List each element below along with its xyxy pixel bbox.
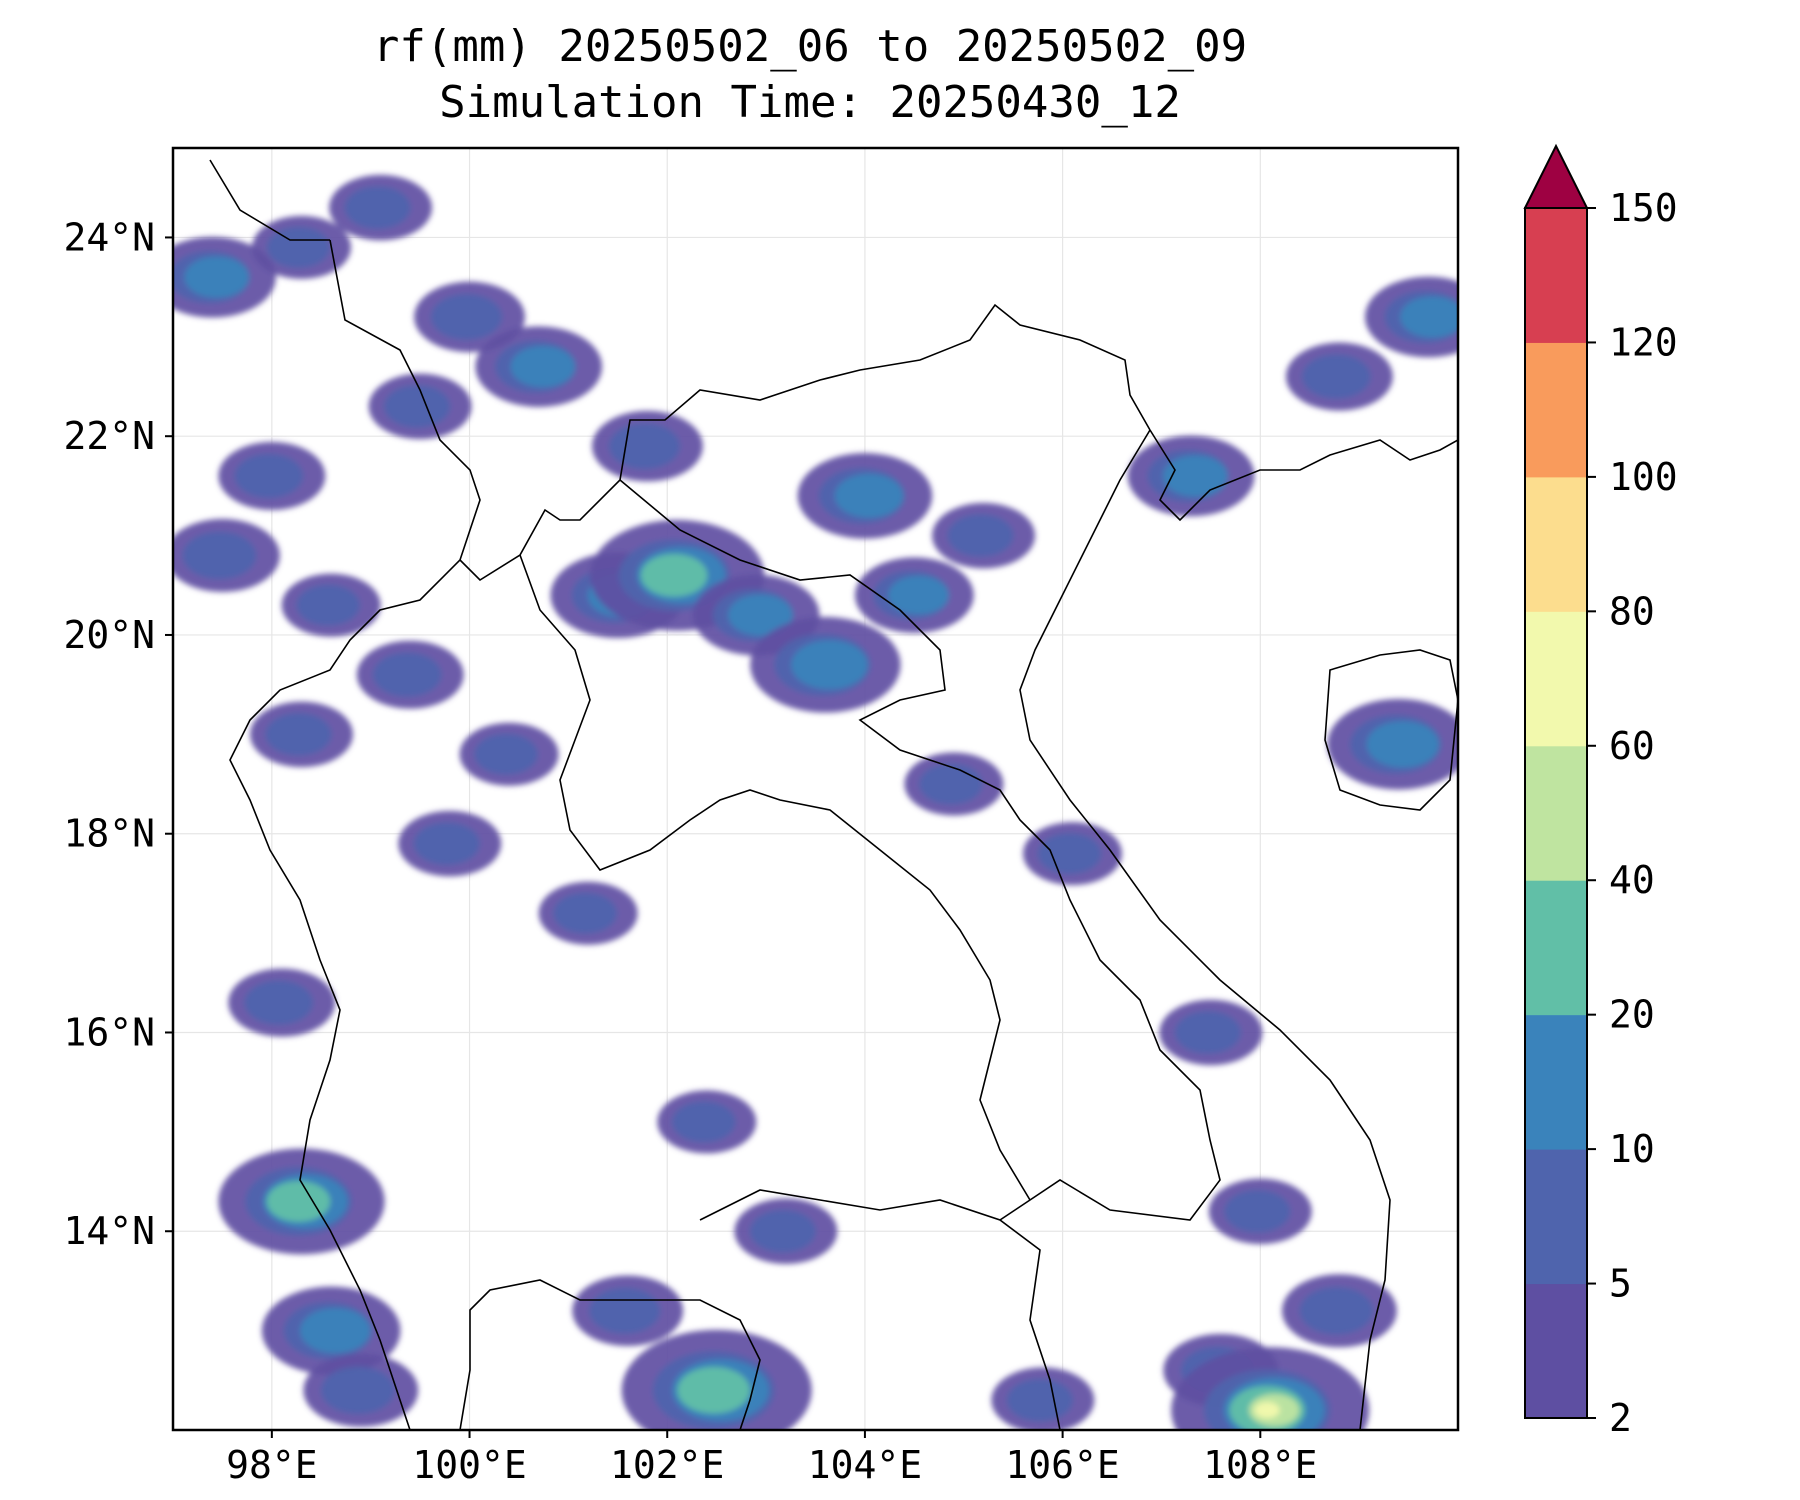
colorbar: 2 5 10 20 40 60 80 100 120 150 xyxy=(1523,143,1678,1440)
x-tick-label: 102°E xyxy=(610,1443,724,1487)
rain-cell-core xyxy=(510,345,575,388)
laos-vietnam-border xyxy=(619,479,1221,1221)
colorbar-label: 60 xyxy=(1609,724,1655,768)
rain-cell-core xyxy=(1400,296,1458,338)
y-tick-label: 18°N xyxy=(63,812,155,856)
y-tick-label: 20°N xyxy=(63,613,155,657)
rain-cell-core xyxy=(553,892,617,934)
colorbar-segment xyxy=(1525,208,1587,343)
rain-cell-core xyxy=(344,186,411,229)
colorbar-extend-triangle xyxy=(1523,143,1589,209)
rain-cell-core xyxy=(750,1210,816,1253)
map-title-line-1: rf(mm) 20250502_06 to 20250502_09 xyxy=(372,21,1248,72)
rain-cell-core xyxy=(677,1366,750,1414)
rain-cell-core xyxy=(265,713,332,756)
longitude-axis: 98°E 100°E 102°E 104°E 106°E 108°E xyxy=(226,1430,1318,1487)
gulf-of-thailand-coast xyxy=(459,1279,761,1430)
rain-cell-core xyxy=(431,294,502,340)
rain-cell-core xyxy=(609,423,680,469)
thailand-cambodia-border xyxy=(699,1189,1061,1430)
colorbar-label: 5 xyxy=(1609,1262,1632,1306)
colorbar-segment xyxy=(1525,880,1587,1016)
rain-cell-core xyxy=(1366,720,1439,768)
rain-cell-core xyxy=(919,763,983,805)
x-tick-label: 104°E xyxy=(808,1443,922,1487)
myanmar-thailand-border xyxy=(229,239,481,1430)
colorbar-label: 2 xyxy=(1609,1396,1632,1440)
colorbar-label: 20 xyxy=(1609,993,1655,1037)
coastlines-and-borders xyxy=(209,159,1458,1430)
rain-cell-core xyxy=(321,1366,395,1414)
map-title-line-2: Simulation Time: 20250430_12 xyxy=(439,77,1181,128)
rain-cell-core xyxy=(266,1181,331,1222)
rain-cell-core xyxy=(296,584,360,626)
rain-cell-core xyxy=(834,473,904,518)
rain-cell-core xyxy=(1162,455,1228,497)
colorbar-label: 150 xyxy=(1609,186,1678,230)
colorbar-segment xyxy=(1525,611,1587,747)
colorbar-label: 40 xyxy=(1609,858,1655,902)
rain-cell-core xyxy=(474,733,538,775)
y-tick-label: 24°N xyxy=(63,215,155,259)
rain-cell-core xyxy=(234,454,303,498)
rain-cell-core xyxy=(727,594,793,636)
vietnam-coastline xyxy=(1019,429,1391,1430)
china-coastline xyxy=(1149,429,1458,522)
x-tick-label: 106°E xyxy=(1005,1443,1119,1487)
rain-cell-core xyxy=(947,514,1014,557)
x-tick-label: 98°E xyxy=(226,1443,318,1487)
colorbar-segment xyxy=(1525,1149,1587,1285)
rain-cell-core xyxy=(1038,833,1101,874)
rain-cell-core xyxy=(1302,354,1371,399)
rain-cell-core xyxy=(791,640,868,690)
rain-cell-core xyxy=(299,1307,371,1354)
colorbar-label: 100 xyxy=(1609,455,1678,499)
colorbar-segment xyxy=(1525,745,1587,881)
colorbar-segment xyxy=(1525,1283,1587,1419)
rain-cell-core xyxy=(1007,1379,1073,1422)
y-tick-label: 16°N xyxy=(63,1010,155,1054)
colorbar-label: 80 xyxy=(1609,589,1655,633)
colorbar-segment xyxy=(1525,1014,1587,1150)
rain-cell-core xyxy=(589,1288,660,1334)
rain-cell-core xyxy=(244,980,313,1025)
rain-cell-core xyxy=(267,227,330,268)
rain-cell-core xyxy=(640,553,708,597)
rain-cell-core xyxy=(1299,1287,1373,1335)
rain-cell-core xyxy=(373,652,442,697)
y-tick-label: 14°N xyxy=(63,1209,155,1253)
rain-cell-core xyxy=(182,531,256,579)
colorbar-segment xyxy=(1525,476,1587,612)
rain-cell-core xyxy=(672,1101,736,1143)
china-southern-border xyxy=(459,303,1151,582)
map-frame xyxy=(171,146,1460,1432)
colorbar-frame xyxy=(1524,207,1588,1419)
latitude-axis: 24°N 22°N 20°N 18°N 16°N 14°N xyxy=(63,215,173,1253)
rain-cell-core xyxy=(414,822,480,865)
colorbar-segment xyxy=(1525,342,1587,478)
rain-cell-core xyxy=(1254,1402,1280,1419)
laos-thailand-border xyxy=(519,554,1031,1201)
rain-cell-core xyxy=(1224,1190,1291,1233)
x-tick-label: 108°E xyxy=(1203,1443,1317,1487)
rain-cell-core xyxy=(384,385,450,428)
rain-cell-core xyxy=(184,256,249,298)
x-tick-label: 100°E xyxy=(412,1443,526,1487)
myanmar-china-border xyxy=(209,159,330,241)
colorbar-label: 120 xyxy=(1609,320,1678,364)
y-tick-label: 22°N xyxy=(63,414,155,458)
rain-cell-core xyxy=(888,575,949,615)
hainan-coastline xyxy=(1324,649,1458,811)
colorbar-label: 10 xyxy=(1609,1127,1655,1171)
rain-cell-core xyxy=(1175,1011,1241,1054)
